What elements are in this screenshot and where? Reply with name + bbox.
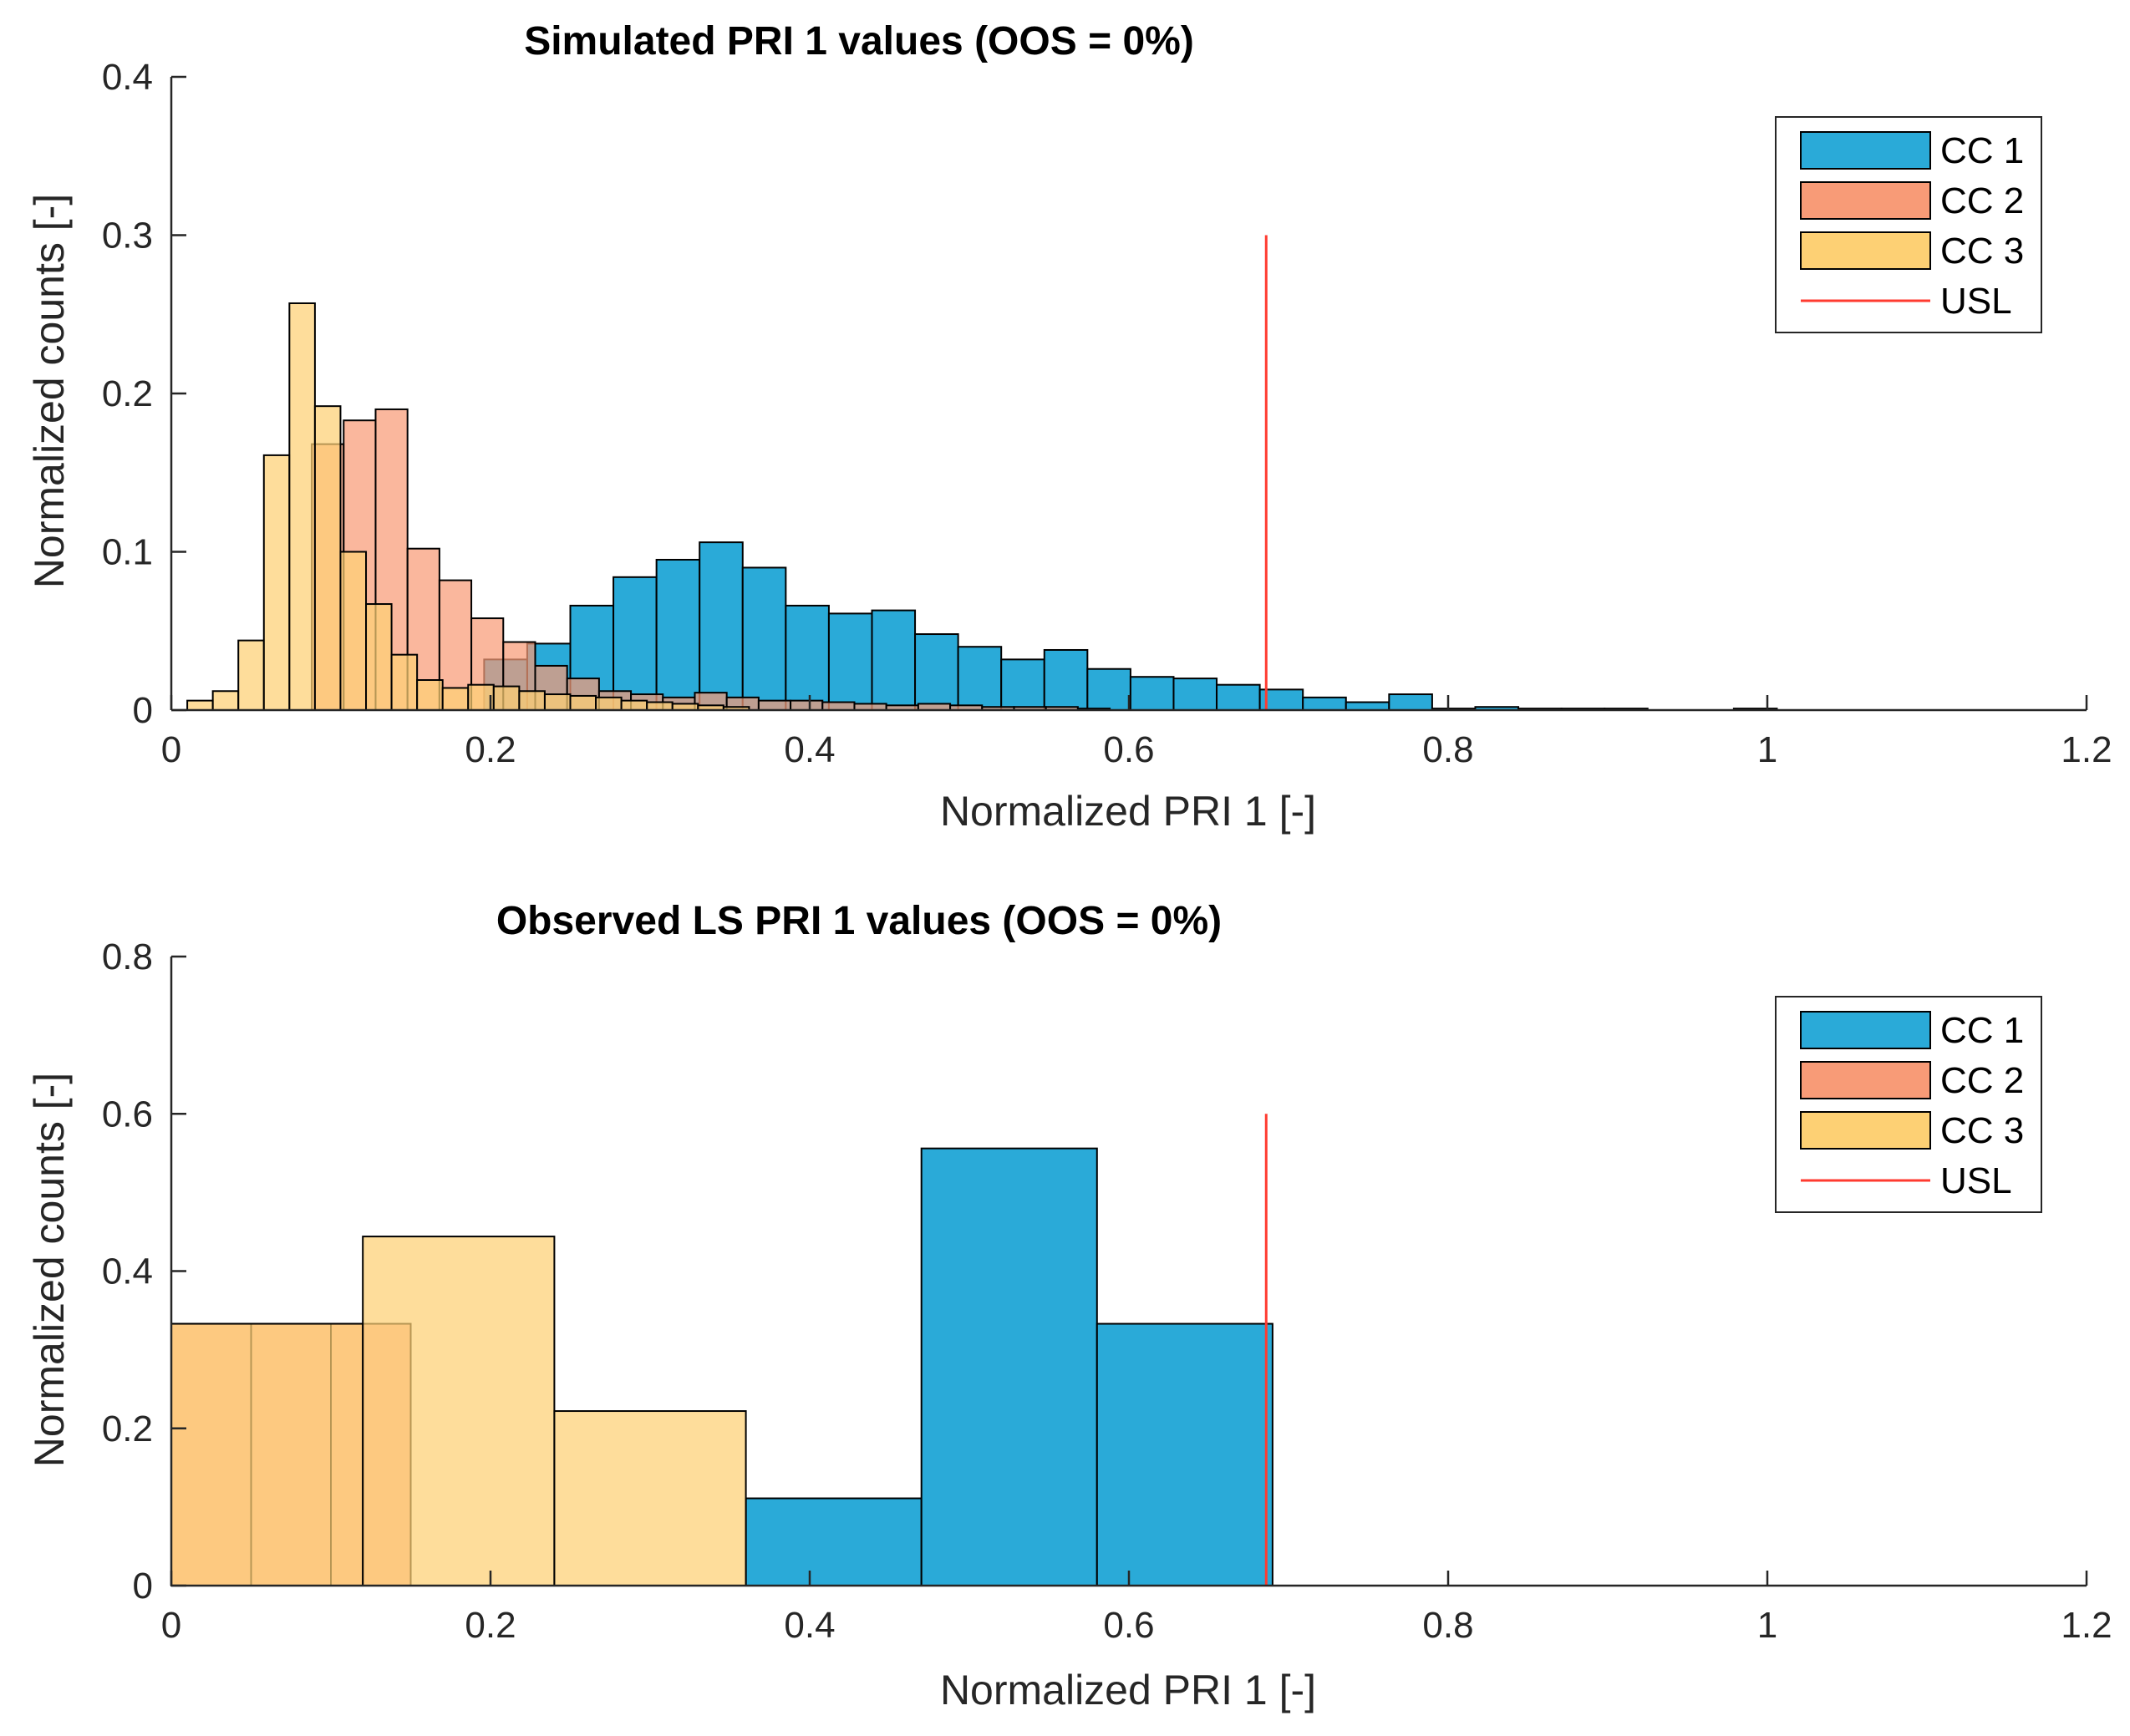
bottom-legend-swatch-1 <box>1800 1061 1931 1099</box>
bottom-x-tick-label-3: 0.6 <box>1103 1605 1154 1646</box>
top-cc2-bar-15 <box>790 699 824 712</box>
top-cc3-bar-5 <box>313 405 342 711</box>
bottom-legend: CC 1 CC 2 CC 3 USL <box>1775 996 2042 1213</box>
bottom-y-tick-label-2: 0.4 <box>102 1251 153 1292</box>
top-x-tick-label-6: 1.2 <box>2061 729 2112 770</box>
top-cc3-bar-14 <box>543 693 572 711</box>
top-cc3-bar-13 <box>518 690 546 712</box>
top-cc1-bar-17 <box>1216 683 1261 711</box>
top-x-tick-label-4: 0.8 <box>1422 729 1473 770</box>
bottom-histogram-panel: 0 0.2 0.4 0.6 0.8 1 1.2 0 0.2 0.4 0.6 0.8 Observed … <box>26 899 2112 1713</box>
bottom-y-tick-label-4: 0.8 <box>102 937 153 977</box>
top-chart-title: Simulated PRI 1 values (OOS = 0%) <box>524 19 1194 63</box>
top-cc3-bar-3 <box>262 454 291 712</box>
top-cc2-bar-14 <box>757 699 792 712</box>
top-y-tick-label-3: 0.3 <box>102 216 153 256</box>
top-cc3-bar-7 <box>365 603 393 712</box>
top-histogram-axes: 0 0.2 0.4 0.6 0.8 1 1.2 0 0.1 0.2 0.3 0.4 <box>102 57 2112 770</box>
bottom-y-tick-label-3: 0.6 <box>102 1094 153 1134</box>
top-legend-swatch-2 <box>1800 231 1931 270</box>
top-legend-label-3: USL <box>1940 281 2012 322</box>
top-cc1-bar-7 <box>785 604 830 711</box>
bottom-y-tick-label-1: 0.2 <box>102 1409 153 1449</box>
top-cc3-bar-1 <box>211 690 240 712</box>
bottom-cc1-bar-1 <box>920 1147 1098 1587</box>
top-cc1-bar-9 <box>871 609 917 711</box>
top-legend-label-1: CC 2 <box>1940 180 2024 221</box>
top-cc1-bar-6 <box>741 566 787 712</box>
top-y-tick-label-0: 0 <box>133 690 153 731</box>
top-cc1-bar-16 <box>1172 678 1218 711</box>
bottom-y-axis-label: Normalized counts [-] <box>26 1073 73 1467</box>
top-legend: CC 1 CC 2 CC 3 USL <box>1775 116 2042 333</box>
top-legend-label-2: CC 3 <box>1940 231 2024 272</box>
top-cc1-bar-4 <box>655 558 701 711</box>
bottom-x-tick-label-4: 0.8 <box>1422 1605 1473 1646</box>
top-x-tick-label-1: 0.2 <box>465 729 516 770</box>
top-cc1-bar-14 <box>1086 667 1131 711</box>
top-x-axis-label: Normalized PRI 1 [-] <box>940 788 1316 835</box>
top-histogram-bars <box>186 235 1778 712</box>
top-y-tick-label-2: 0.2 <box>102 373 153 414</box>
bottom-histogram-bars <box>170 1114 1273 1587</box>
top-x-tick-label-0: 0 <box>161 729 181 770</box>
top-cc1-bar-19 <box>1302 696 1347 712</box>
top-cc1-bar-3 <box>613 576 658 711</box>
top-cc1-bar-15 <box>1129 676 1175 712</box>
bottom-x-tick-label-5: 1 <box>1757 1605 1777 1646</box>
bottom-chart-title: Observed LS PRI 1 values (OOS = 0%) <box>496 899 1222 943</box>
bottom-x-tick-label-1: 0.2 <box>465 1605 516 1646</box>
bottom-legend-label-3: USL <box>1940 1160 2012 1201</box>
top-y-tick-label-1: 0.1 <box>102 532 153 573</box>
top-cc1-bar-21 <box>1388 693 1433 711</box>
top-cc3-bar-0 <box>186 699 214 712</box>
top-histogram-panel: 0 0.2 0.4 0.6 0.8 1 1.2 0 0.1 0.2 0.3 0.4 Simulated… <box>26 19 2112 835</box>
top-y-axis-label: Normalized counts [-] <box>26 194 73 588</box>
top-cc1-bar-10 <box>914 633 959 711</box>
bottom-cc3-bar-1 <box>362 1236 556 1586</box>
bottom-legend-swatch-2 <box>1800 1111 1931 1150</box>
bottom-x-axis-label: Normalized PRI 1 [-] <box>940 1667 1316 1713</box>
bottom-y-tick-label-0: 0 <box>133 1566 153 1607</box>
bottom-histogram-axes: 0 0.2 0.4 0.6 0.8 1 1.2 0 0.2 0.4 0.6 0.8 <box>102 937 2112 1646</box>
top-legend-swatch-0 <box>1800 131 1931 170</box>
top-cc3-bar-12 <box>492 685 521 712</box>
top-y-tick-label-4: 0.4 <box>102 57 153 98</box>
top-cc3-bar-2 <box>237 639 265 711</box>
top-legend-label-0: CC 1 <box>1940 130 2024 171</box>
bottom-cc3-bar-0 <box>170 1322 364 1587</box>
top-cc3-bar-8 <box>390 653 419 711</box>
bottom-legend-label-2: CC 3 <box>1940 1110 2024 1151</box>
bottom-cc1-bar-2 <box>1096 1322 1273 1587</box>
top-cc1-bar-8 <box>827 612 873 712</box>
top-x-tick-label-2: 0.4 <box>784 729 835 770</box>
top-cc3-bar-4 <box>288 302 316 711</box>
bottom-cc3-bar-2 <box>553 1410 747 1587</box>
top-cc1-bar-12 <box>1000 658 1045 711</box>
top-cc3-bar-18 <box>646 701 674 712</box>
bottom-cc1-bar-0 <box>745 1497 923 1587</box>
top-x-tick-label-3: 0.6 <box>1103 729 1154 770</box>
top-cc2-bar-16 <box>821 701 856 712</box>
bottom-legend-swatch-0 <box>1800 1011 1931 1049</box>
top-cc1-bar-5 <box>699 541 744 711</box>
bottom-x-tick-label-0: 0 <box>161 1605 181 1646</box>
bottom-legend-label-1: CC 2 <box>1940 1060 2024 1101</box>
top-cc3-bar-17 <box>620 699 648 712</box>
top-legend-swatch-1 <box>1800 181 1931 220</box>
top-cc3-bar-9 <box>416 679 444 711</box>
bottom-legend-label-0: CC 1 <box>1940 1010 2024 1051</box>
top-cc3-bar-10 <box>441 687 470 711</box>
bottom-x-tick-label-6: 1.2 <box>2061 1605 2112 1646</box>
bottom-x-tick-label-2: 0.4 <box>784 1605 835 1646</box>
top-cc3-bar-15 <box>569 694 597 712</box>
top-cc1-bar-11 <box>957 646 1003 712</box>
top-cc1-bar-20 <box>1345 701 1390 712</box>
top-x-tick-label-5: 1 <box>1757 729 1777 770</box>
top-cc3-bar-16 <box>595 696 623 712</box>
top-cc3-bar-6 <box>339 551 368 711</box>
top-cc1-bar-13 <box>1043 648 1089 711</box>
